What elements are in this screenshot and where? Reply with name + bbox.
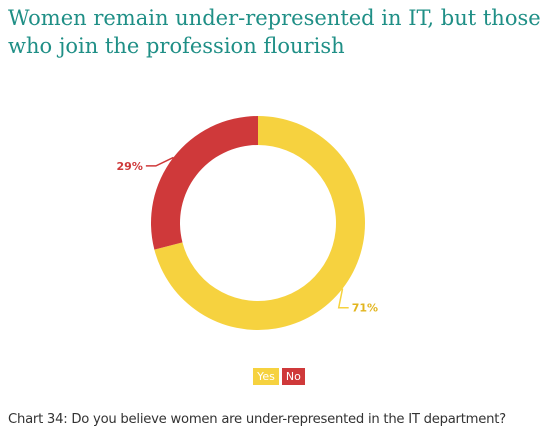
legend-item-no: No <box>281 368 305 385</box>
leader-line-no <box>145 156 174 167</box>
page-title-line-2: who join the profession flourish <box>8 34 345 58</box>
legend-item-yes: Yes <box>253 368 279 385</box>
chart-legend: Yes No <box>0 368 558 385</box>
chart-caption: Chart 34: Do you believe women are under… <box>8 412 506 427</box>
leader-line-yes <box>337 288 349 309</box>
page-title-line-1: Women remain under-represented in IT, bu… <box>8 6 541 30</box>
page-title: Women remain under-represented in IT, bu… <box>8 4 548 60</box>
data-label-yes: 71% <box>352 302 378 315</box>
donut-slice-no <box>151 116 258 250</box>
data-label-no: 29% <box>117 160 143 173</box>
